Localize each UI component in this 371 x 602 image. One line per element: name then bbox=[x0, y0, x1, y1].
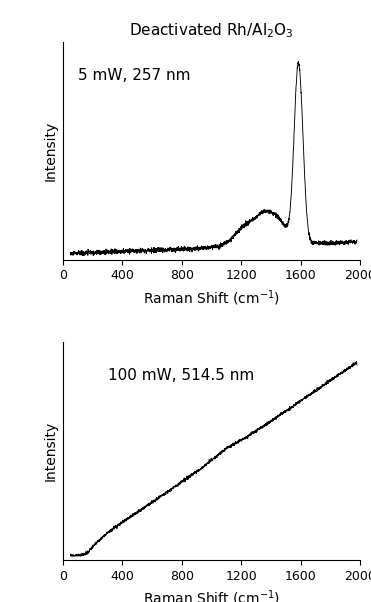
Text: 100 mW, 514.5 nm: 100 mW, 514.5 nm bbox=[108, 368, 254, 383]
X-axis label: Raman Shift (cm$^{-1}$): Raman Shift (cm$^{-1}$) bbox=[143, 288, 280, 308]
Y-axis label: Intensity: Intensity bbox=[43, 421, 58, 481]
Text: 5 mW, 257 nm: 5 mW, 257 nm bbox=[78, 68, 190, 83]
Y-axis label: Intensity: Intensity bbox=[43, 121, 58, 181]
Title: Deactivated Rh/Al$_2$O$_3$: Deactivated Rh/Al$_2$O$_3$ bbox=[129, 21, 294, 40]
X-axis label: Raman Shift (cm$^{-1}$): Raman Shift (cm$^{-1}$) bbox=[143, 588, 280, 602]
